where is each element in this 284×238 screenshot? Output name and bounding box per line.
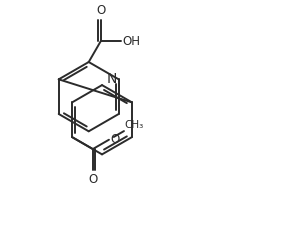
Text: O: O bbox=[96, 4, 105, 17]
Text: CH₃: CH₃ bbox=[125, 120, 144, 130]
Text: O: O bbox=[110, 133, 120, 146]
Text: OH: OH bbox=[122, 35, 140, 48]
Text: O: O bbox=[88, 173, 97, 186]
Text: N: N bbox=[106, 72, 116, 86]
